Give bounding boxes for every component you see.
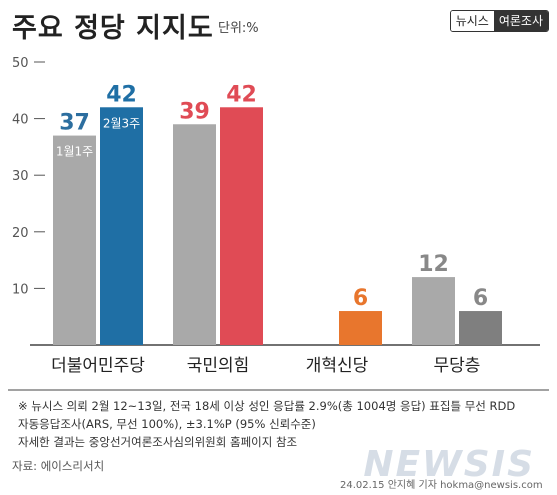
value-label-2-1: 6 <box>353 286 368 311</box>
value-label-0-1: 42 <box>106 82 137 107</box>
category-label-1: 국민의힘 <box>187 356 250 376</box>
unit-label: 단위:% <box>218 21 259 36</box>
category-label-3: 무당층 <box>434 356 481 376</box>
brand-newsis: 뉴시스 <box>450 11 494 31</box>
value-label-1-1: 42 <box>226 82 257 107</box>
value-label-3-0: 12 <box>418 252 449 277</box>
brand-poll: 여론조사 <box>493 11 548 31</box>
category-label-0: 더불어민주당 <box>51 356 145 376</box>
footnote-line-3: 자세한 결과는 중앙선거여론조사심의위원회 홈페이지 참조 <box>18 435 298 449</box>
page-title: 주요 정당 지지도 <box>12 13 214 44</box>
value-label-0-0: 37 <box>59 111 90 136</box>
value-label-1-0: 39 <box>179 99 210 124</box>
y-tick-label-20: 20 <box>12 226 29 241</box>
footnote-line-2: 자동응답조사(ARS, 무선 100%), ±3.1%P (95% 신뢰수준) <box>18 417 316 431</box>
y-tick-label-10: 10 <box>12 282 29 297</box>
series-label-0: 1월1주 <box>56 145 93 159</box>
bar-0-1 <box>100 107 143 345</box>
newsis-watermark: NEWSIS <box>363 444 535 485</box>
bar-1-0 <box>173 124 216 345</box>
value-label-3-1: 6 <box>473 286 488 311</box>
series-label-1: 2월3주 <box>103 116 140 130</box>
y-tick-label-30: 30 <box>12 169 29 184</box>
footnote-line-1: ※ 뉴시스 의뢰 2월 12~13일, 전국 18세 이상 성인 응답률 2.9… <box>18 399 516 413</box>
bar-2-1 <box>339 311 382 345</box>
bar-3-0 <box>412 277 455 345</box>
category-label-2: 개혁신당 <box>306 356 369 376</box>
brand-badge: 뉴시스 여론조사 <box>449 10 549 32</box>
footnotes: ※ 뉴시스 의뢰 2월 12~13일, 전국 18세 이상 성인 응답률 2.9… <box>18 397 549 451</box>
y-tick-label-50: 50 <box>12 56 29 71</box>
bar-0-0 <box>53 135 96 345</box>
source-text: 자료: 에이스리서치 <box>12 459 105 473</box>
bar-1-1 <box>220 107 263 345</box>
y-tick-label-40: 40 <box>12 113 29 128</box>
credit-text: 24.02.15 안지혜 기자 hokma@newsis.com <box>340 480 543 491</box>
bar-3-1 <box>459 311 502 345</box>
